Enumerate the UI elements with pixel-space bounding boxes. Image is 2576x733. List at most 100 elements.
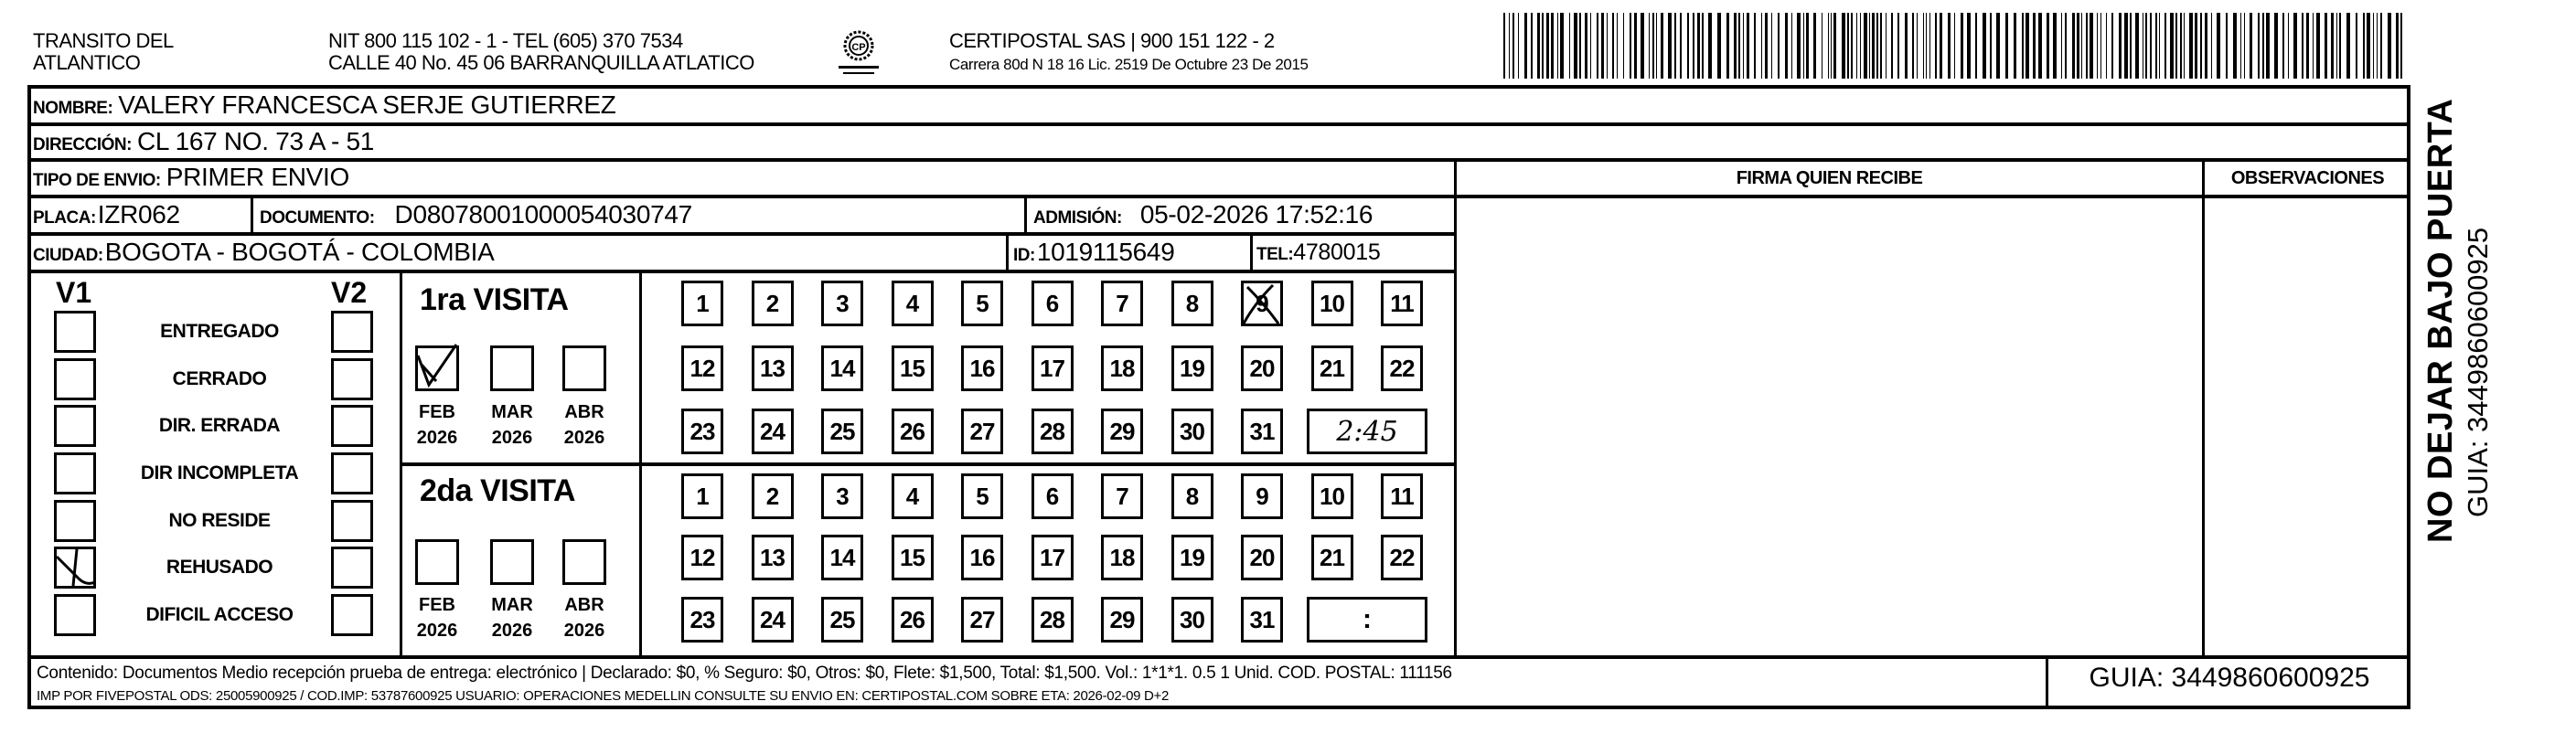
day-box[interactable]: 12 [681,345,723,391]
day-box[interactable]: 1 [681,281,723,326]
v2-checkbox[interactable] [331,594,373,636]
v1-checkbox[interactable] [54,500,96,542]
day-box[interactable]: 20 [1241,345,1283,391]
day-box[interactable]: 7 [1101,281,1143,326]
visit-time-box[interactable]: : [1307,597,1427,643]
divider [27,655,2410,659]
observations-area[interactable] [2205,198,2408,655]
day-box[interactable]: 22 [1381,345,1423,391]
day-box[interactable]: 5 [961,281,1003,326]
day-box[interactable]: 2 [751,473,794,519]
day-box[interactable]: 10 [1310,281,1353,326]
day-box[interactable]: 14 [821,345,863,391]
v1-checkbox[interactable] [54,358,96,400]
tel-cell: TEL: 4780015 [1256,239,1381,266]
v2-checkbox[interactable] [331,311,373,353]
day-box[interactable]: 19 [1170,535,1213,580]
day-box[interactable]: 20 [1241,535,1283,580]
day-box[interactable]: 23 [681,597,723,643]
day-number: 20 [1249,354,1276,382]
v1-checkbox[interactable] [54,547,96,589]
day-number: 22 [1389,354,1416,382]
day-box[interactable]: 12 [681,535,723,580]
day-box[interactable]: 6 [1031,281,1074,326]
day-box[interactable]: 30 [1170,597,1213,643]
day-box[interactable]: 3 [821,281,863,326]
visit-time-box[interactable]: 2:45 [1307,409,1427,454]
day-box[interactable]: 4 [891,473,934,519]
v2-checkbox[interactable] [331,547,373,589]
admision-value: 05-02-2026 17:52:16 [1139,200,1374,228]
day-box[interactable]: 18 [1101,535,1143,580]
day-box[interactable]: 22 [1381,535,1423,580]
day-box[interactable]: 11 [1381,473,1423,519]
day-box[interactable]: 14 [821,535,863,580]
day-box[interactable]: 26 [891,597,934,643]
day-number: 17 [1040,543,1065,571]
day-number: 6 [1045,482,1060,510]
day-box[interactable]: 24 [751,409,794,454]
day-box[interactable]: 25 [821,597,863,643]
visit-time: 2:45 [1336,415,1398,448]
day-box[interactable]: 29 [1101,409,1143,454]
signature-area[interactable] [1457,198,2202,655]
day-box[interactable]: 23 [681,409,723,454]
day-box[interactable]: 28 [1031,597,1074,643]
day-number: 26 [900,605,925,633]
day-box[interactable]: 31 [1241,597,1283,643]
day-box[interactable]: 8 [1170,473,1213,519]
day-box[interactable]: 15 [891,535,934,580]
direccion-value: CL 167 NO. 73 A - 51 [136,127,375,155]
day-box[interactable]: 29 [1101,597,1143,643]
day-box[interactable]: 5 [961,473,1003,519]
day-box[interactable]: 13 [751,345,794,391]
v2-checkbox[interactable] [331,405,373,447]
month-checkbox[interactable] [415,344,459,391]
day-box[interactable]: 28 [1031,409,1074,454]
day-box[interactable]: 21 [1310,535,1353,580]
day-number: 25 [829,417,856,445]
day-box[interactable]: 16 [961,345,1003,391]
day-box[interactable]: 3 [821,473,863,519]
day-box[interactable]: 9 [1241,473,1283,519]
v1-checkbox[interactable] [54,405,96,447]
day-box[interactable]: 19 [1170,345,1213,391]
day-box[interactable]: 13 [751,535,794,580]
day-box[interactable]: 1 [681,473,723,519]
month-checkbox[interactable] [490,539,534,585]
day-box[interactable]: 2 [751,281,794,326]
v1-checkbox[interactable] [54,311,96,353]
v2-checkbox[interactable] [331,500,373,542]
day-box[interactable]: 11 [1381,281,1423,326]
day-box[interactable]: 9 [1241,281,1283,326]
issuer-nit: NIT 800 115 102 - 1 - TEL (605) 370 7534 [328,29,683,52]
month-checkbox[interactable] [562,539,606,585]
day-box[interactable]: 31 [1241,409,1283,454]
day-box[interactable]: 4 [891,281,934,326]
day-box[interactable]: 27 [961,409,1003,454]
day-box[interactable]: 6 [1031,473,1074,519]
day-box[interactable]: 17 [1031,345,1074,391]
day-box[interactable]: 30 [1170,409,1213,454]
v1-checkbox[interactable] [54,452,96,494]
day-box[interactable]: 27 [961,597,1003,643]
month-checkbox[interactable] [415,539,459,585]
v2-checkbox[interactable] [331,452,373,494]
day-box[interactable]: 8 [1170,281,1213,326]
day-box[interactable]: 24 [751,597,794,643]
day-box[interactable]: 18 [1101,345,1143,391]
tipo-envio-row: TIPO DE ENVIO: PRIMER ENVIO [33,163,349,192]
day-box[interactable]: 26 [891,409,934,454]
v1-checkbox[interactable] [54,594,96,636]
v2-checkbox[interactable] [331,358,373,400]
month-checkbox[interactable] [562,345,606,391]
tel-label: TEL: [1256,245,1294,264]
month-checkbox[interactable] [490,345,534,391]
day-box[interactable]: 17 [1031,535,1074,580]
day-box[interactable]: 21 [1310,345,1353,391]
day-box[interactable]: 15 [891,345,934,391]
day-box[interactable]: 10 [1310,473,1353,519]
day-box[interactable]: 16 [961,535,1003,580]
day-box[interactable]: 7 [1101,473,1143,519]
day-box[interactable]: 25 [821,409,863,454]
